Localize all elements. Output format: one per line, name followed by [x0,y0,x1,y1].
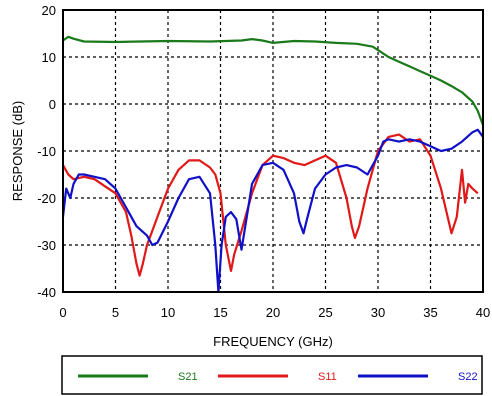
series-line-s21 [63,35,483,126]
y-tick-label: -20 [37,191,56,206]
x-tick-label: 40 [476,305,490,320]
y-tick-label: 0 [49,97,56,112]
grid [63,10,483,292]
y-tick-label: 20 [42,3,56,18]
x-tick-label: 35 [423,305,437,320]
x-tick-label: 15 [213,305,227,320]
x-tick-label: 20 [266,305,280,320]
y-tick-label: -10 [37,144,56,159]
x-axis-title: FREQUENCY (GHz) [213,334,333,349]
plot-frame [62,9,484,293]
legend-label-s21: S21 [178,371,198,383]
x-tick-label: 5 [112,305,119,320]
series-line-s22 [63,128,483,292]
y-tick-label: -40 [37,285,56,300]
y-axis-title: RESPONSE (dB) [10,101,25,201]
x-tick-label: 0 [59,305,66,320]
tick-labels: 0 5 10 15 20 25 30 35 40 -40 -30 -20 -10 0 10 20 [37,3,490,320]
legend: S21 S11 S22 [61,355,483,395]
y-tick-label: -30 [37,238,56,253]
y-tick-label: 10 [42,50,56,65]
legend-label-s11: S11 [318,371,337,383]
series-lines [63,35,483,292]
x-tick-label: 30 [371,305,385,320]
x-tick-label: 25 [318,305,332,320]
x-tick-label: 10 [161,305,175,320]
legend-box [61,355,483,395]
legend-label-s22: S22 [458,371,478,383]
